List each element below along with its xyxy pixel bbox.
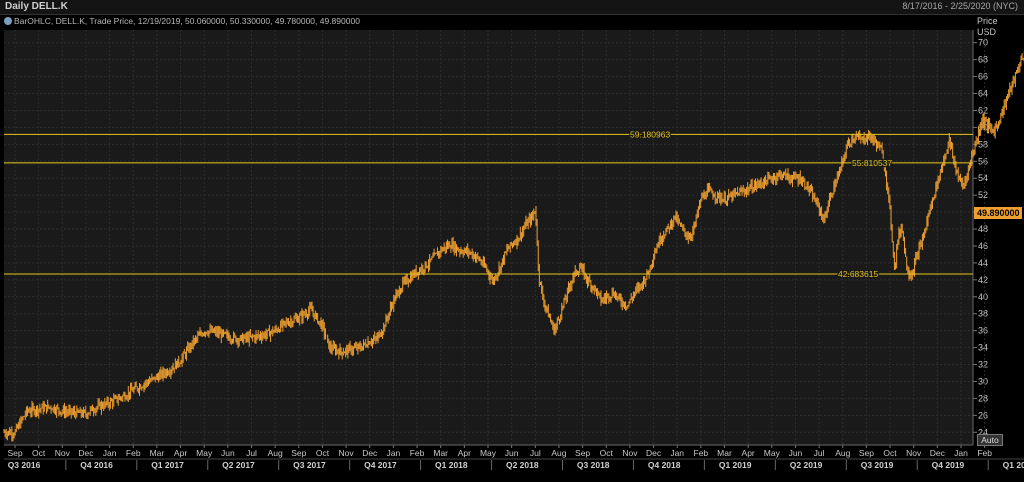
quarter-label: Q3 2016 — [8, 460, 41, 470]
month-label: Apr — [742, 448, 755, 458]
y-axis-title-price: Price — [977, 16, 998, 26]
month-label: Dec — [362, 448, 378, 458]
quarter-label: Q2 2018 — [506, 460, 539, 470]
month-label: Jan — [103, 448, 117, 458]
y-tick-label: 48 — [978, 224, 988, 234]
y-tick-label: 26 — [978, 410, 988, 420]
month-label: Feb — [126, 448, 141, 458]
month-label: Sep — [859, 448, 874, 458]
month-label: Oct — [32, 448, 46, 458]
month-label: Jul — [530, 448, 541, 458]
month-label: Aug — [268, 448, 283, 458]
month-label: Dec — [646, 448, 662, 458]
y-tick-label: 62 — [978, 105, 988, 115]
y-tick-label: 44 — [978, 258, 988, 268]
y-tick-label: 52 — [978, 190, 988, 200]
month-label: Nov — [622, 448, 638, 458]
month-label: Aug — [835, 448, 850, 458]
y-tick-label: 40 — [978, 292, 988, 302]
month-label: Nov — [906, 448, 922, 458]
y-tick-label: 30 — [978, 376, 988, 386]
month-label: Feb — [694, 448, 709, 458]
series-info: BarOHLC, DELL.K, Trade Price, 12/19/2019… — [4, 16, 360, 26]
month-label: Mar — [433, 448, 448, 458]
month-label: May — [480, 448, 497, 458]
month-label: Jun — [789, 448, 803, 458]
price-series[interactable] — [3, 33, 1024, 442]
month-label: Oct — [316, 448, 330, 458]
series-legend-icon[interactable] — [4, 17, 12, 25]
y-tick-label: 32 — [978, 360, 988, 370]
last-price-label: 49.890000 — [977, 208, 1020, 218]
y-tick-label: 38 — [978, 309, 988, 319]
y-tick-label: 54 — [978, 173, 988, 183]
month-label: Oct — [600, 448, 614, 458]
month-label: Nov — [55, 448, 71, 458]
quarter-label: Q1 2019 — [719, 460, 752, 470]
y-tick-label: 66 — [978, 72, 988, 82]
month-label: Mar — [717, 448, 732, 458]
y-axis-title-unit: USD — [977, 27, 997, 37]
quarter-label: Q4 2016 — [80, 460, 113, 470]
y-tick-label: 28 — [978, 393, 988, 403]
chart-title: Daily DELL.K — [5, 1, 68, 12]
y-tick-label: 64 — [978, 89, 988, 99]
quarter-label: Q3 2019 — [861, 460, 894, 470]
level-label: 55.810537 — [852, 158, 892, 168]
series-info-text: BarOHLC, DELL.K, Trade Price, 12/19/2019… — [14, 16, 360, 26]
month-label: Jan — [387, 448, 401, 458]
last-price-tag — [974, 207, 1022, 220]
month-label: Sep — [291, 448, 306, 458]
month-label: Nov — [339, 448, 355, 458]
month-label: Mar — [150, 448, 165, 458]
level-label: 59.180963 — [630, 129, 670, 139]
month-label: Apr — [174, 448, 187, 458]
month-label: Jan — [670, 448, 684, 458]
level-label: 42.683615 — [838, 269, 878, 279]
month-label: Feb — [410, 448, 425, 458]
quarter-label: Q4 2018 — [648, 460, 681, 470]
chart-header: Daily DELL.K 8/17/2016 - 2/25/2020 (NYC) — [0, 0, 1024, 15]
y-tick-label: 46 — [978, 241, 988, 251]
month-label: Jul — [246, 448, 257, 458]
month-label: Dec — [930, 448, 946, 458]
month-label: Jul — [814, 448, 825, 458]
month-label: Feb — [977, 448, 992, 458]
quarter-label: Q2 2017 — [222, 460, 255, 470]
quarter-label: Q1 2020 — [1003, 460, 1024, 470]
date-range: 8/17/2016 - 2/25/2020 (NYC) — [902, 1, 1018, 11]
month-label: Jun — [221, 448, 235, 458]
quarter-label: Q2 2019 — [790, 460, 823, 470]
y-tick-label: 58 — [978, 139, 988, 149]
month-label: Apr — [458, 448, 471, 458]
quarter-label: Q4 2017 — [364, 460, 397, 470]
y-tick-label: 70 — [978, 38, 988, 48]
month-label: Sep — [575, 448, 590, 458]
y-tick-label: 56 — [978, 156, 988, 166]
y-tick-label: 36 — [978, 326, 988, 336]
month-label: May — [764, 448, 781, 458]
month-label: Oct — [883, 448, 897, 458]
quarter-label: Q4 2019 — [932, 460, 965, 470]
quarter-label: Q1 2018 — [435, 460, 468, 470]
y-tick-label: 42 — [978, 275, 988, 285]
quarter-label: Q3 2017 — [293, 460, 326, 470]
month-label: Jan — [954, 448, 968, 458]
month-label: Aug — [551, 448, 566, 458]
auto-scale-button[interactable]: Auto — [977, 434, 1003, 446]
y-tick-label: 68 — [978, 55, 988, 65]
quarter-label: Q1 2017 — [151, 460, 184, 470]
month-label: May — [196, 448, 213, 458]
month-label: Jun — [505, 448, 519, 458]
y-tick-label: 34 — [978, 343, 988, 353]
y-tick-label: 24 — [978, 427, 988, 437]
month-label: Sep — [7, 448, 22, 458]
month-label: Dec — [78, 448, 94, 458]
quarter-label: Q3 2018 — [577, 460, 610, 470]
